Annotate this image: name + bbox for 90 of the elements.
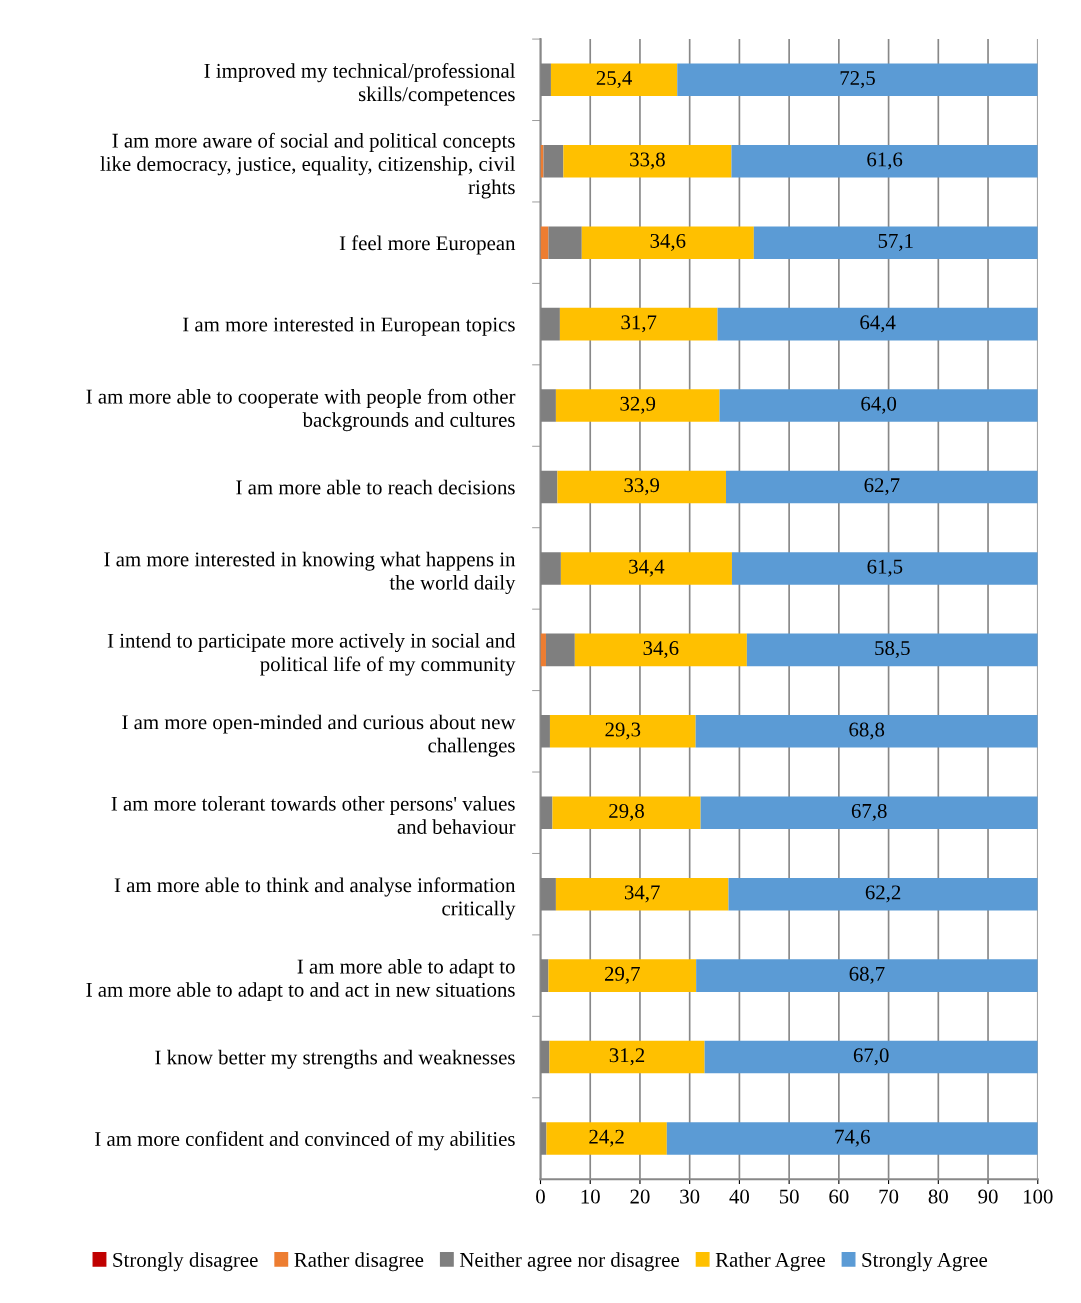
data-label: 58,5 [875, 641, 910, 659]
bar [557, 470, 726, 504]
bar [552, 796, 701, 830]
data-label: 29,7 [604, 966, 640, 984]
legend-label: Rather disagree [294, 1252, 424, 1272]
x-tick-label: 30 [680, 1189, 700, 1204]
legend-label: Strongly Agree [862, 1252, 988, 1272]
data-label: 64,4 [860, 315, 896, 333]
y-tick-label: I am more able to reach decisions [236, 479, 515, 495]
x-tick-label: 50 [779, 1189, 799, 1204]
bar [548, 959, 697, 992]
data-label: 31,2 [609, 1048, 645, 1066]
bar [555, 877, 729, 911]
legend-label: Neither agree nor disagree [459, 1252, 679, 1272]
data-label: 68,8 [849, 722, 885, 740]
x-tick-label: 20 [630, 1189, 650, 1204]
data-label: 33,8 [630, 152, 665, 170]
bar [731, 552, 1038, 585]
bar [753, 226, 1038, 259]
bar [728, 877, 1038, 911]
bar [548, 226, 582, 259]
y-tick-label: I know better my strengths and weaknesses [155, 1049, 515, 1069]
x-tick-label: 10 [581, 1189, 600, 1204]
bar [555, 389, 720, 422]
y-tick-label: I am more aware of social and political concepts like democracy, justice, equality, citizenship, civil rights [100, 132, 516, 199]
bar [549, 715, 696, 748]
y-tick-label: I am more open-minded and curious about new challenges [122, 714, 516, 757]
data-label: 25,4 [596, 71, 632, 89]
x-tick-label: 90 [978, 1189, 998, 1204]
legend-label: Strongly disagree [113, 1252, 258, 1272]
data-label: 24,2 [589, 1129, 624, 1147]
bar [731, 144, 1038, 178]
bar [543, 144, 564, 178]
data-label: 72,5 [840, 71, 875, 89]
bar [550, 63, 678, 97]
data-label: 62,7 [864, 478, 900, 496]
data-label: 31,7 [621, 315, 657, 333]
bar [695, 715, 1038, 748]
bar [549, 1040, 705, 1074]
y-tick-label: I am more able to cooperate with people from other backgrounds and cultures [86, 388, 516, 432]
data-label: 67,8 [851, 803, 887, 821]
bar [725, 470, 1038, 504]
data-label: 29,3 [605, 722, 641, 740]
bar [581, 226, 754, 259]
bar [677, 63, 1038, 97]
data-label: 68,7 [849, 966, 885, 984]
data-label: 32,9 [620, 396, 656, 414]
data-label: 57,1 [878, 233, 913, 251]
bar [546, 1122, 667, 1155]
bar [704, 1040, 1038, 1074]
bar [559, 307, 718, 341]
data-label: 34,6 [643, 641, 679, 659]
x-tick-label: 0 [536, 1189, 545, 1204]
bar [719, 389, 1038, 422]
y-tick-label: I feel more European [339, 235, 516, 255]
data-label: 61,5 [867, 559, 903, 577]
data-label: 62,2 [865, 885, 901, 903]
y-tick-label: I am more interested in European topics [183, 316, 515, 336]
x-tick-label: 40 [729, 1189, 750, 1204]
bar [700, 796, 1038, 830]
data-label: 29,8 [609, 803, 644, 821]
x-tick-label: 70 [879, 1189, 899, 1204]
data-label: 34,6 [650, 233, 686, 251]
y-tick-label: I am more able to think and analyse information critically [114, 877, 516, 920]
bar [545, 633, 575, 667]
data-label: 34,7 [624, 885, 660, 903]
bar [560, 552, 732, 585]
y-tick-label: I am more confident and convinced of my abilities [95, 1131, 515, 1151]
x-tick-label: 100 [1023, 1189, 1053, 1204]
x-tick-label: 80 [928, 1189, 948, 1204]
y-tick-label: I am more interested in knowing what happens in the world daily [104, 551, 516, 594]
data-label: 34,4 [629, 559, 665, 577]
bar [540, 633, 546, 667]
bar [746, 633, 1038, 667]
bar [563, 144, 732, 178]
y-tick-label: I am more tolerant towards other persons' values and behaviour [111, 796, 516, 834]
data-label: 33,9 [624, 478, 660, 496]
data-label: 67,0 [853, 1048, 889, 1066]
y-tick-label: I intend to participate more actively in social and political life of my community [107, 633, 516, 676]
y-tick-label: I improved my technical/professional skills/competences [204, 63, 516, 106]
bar [717, 307, 1038, 341]
legend-label: Rather Agree [715, 1252, 825, 1272]
x-tick-label: 60 [829, 1189, 849, 1204]
data-label: 74,6 [835, 1129, 870, 1147]
data-label: 61,6 [867, 152, 903, 170]
bar [574, 633, 747, 667]
bar [696, 959, 1038, 992]
y-tick-label: I am more able to adapt to I am more able to adapt to and act in new situations [86, 958, 515, 1002]
data-label: 64,0 [861, 396, 897, 414]
bar [666, 1122, 1038, 1155]
